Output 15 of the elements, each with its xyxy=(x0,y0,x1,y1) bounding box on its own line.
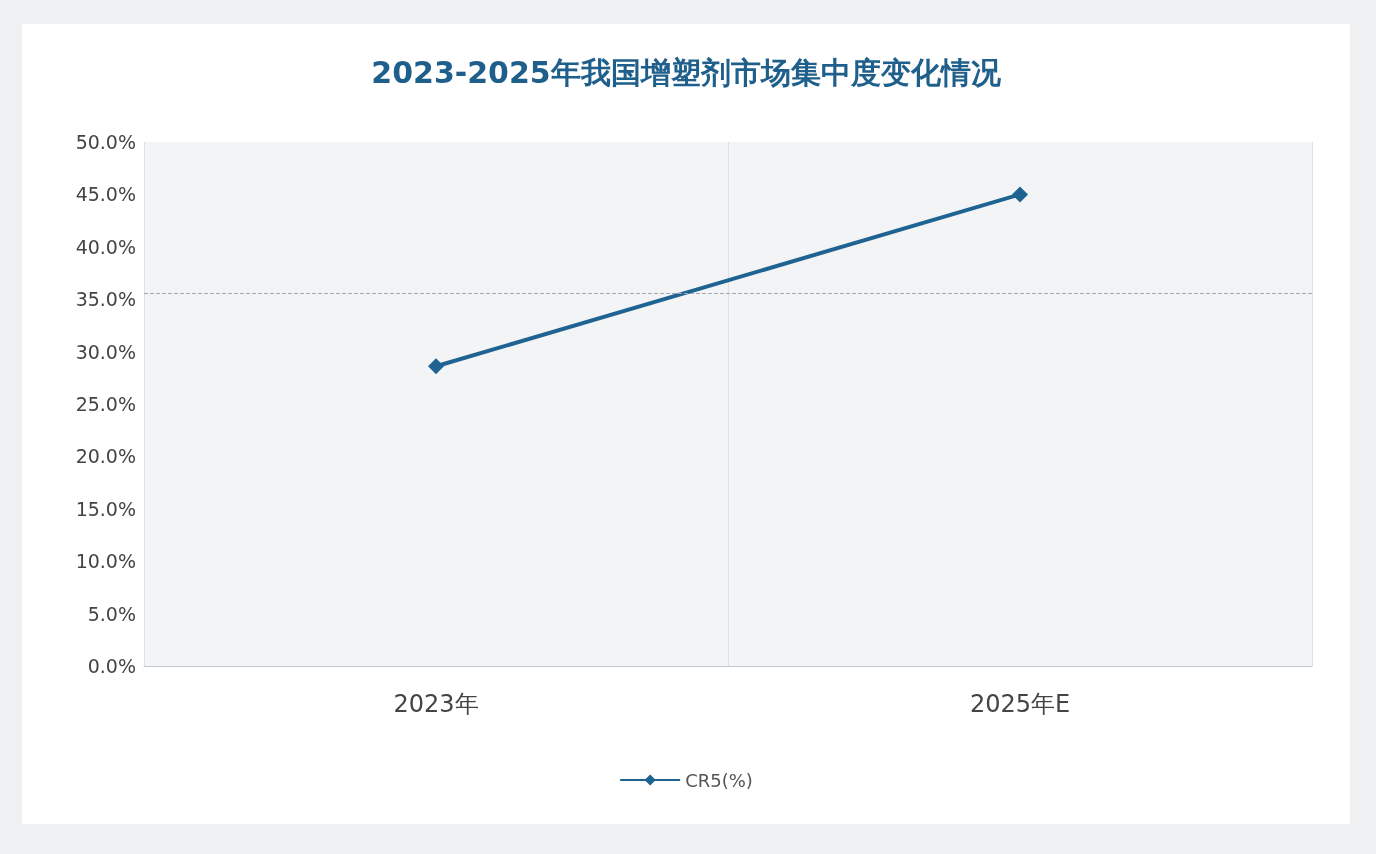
y-tick-label: 50.0% xyxy=(75,131,136,153)
y-tick-label: 25.0% xyxy=(75,393,136,415)
y-tick-label: 5.0% xyxy=(87,602,136,625)
x-tick-label: 2023年 xyxy=(393,690,479,718)
y-tick-label: 10.0% xyxy=(75,550,136,573)
y-tick-label: 40.0% xyxy=(75,235,136,258)
y-tick-label: 20.0% xyxy=(75,445,136,468)
y-tick-label: 30.0% xyxy=(75,340,136,363)
y-tick-label: 35.0% xyxy=(75,288,136,311)
y-tick-label: 0.0% xyxy=(87,655,136,677)
chart-title: 2023-2025年我国增塑剂市场集中度变化情况 xyxy=(371,54,1002,90)
x-tick-label: 2025年E xyxy=(969,690,1071,718)
legend-label: CR5(%) xyxy=(685,769,753,791)
y-tick-label: 45.0% xyxy=(75,183,136,206)
y-tick-label: 15.0% xyxy=(75,497,136,520)
